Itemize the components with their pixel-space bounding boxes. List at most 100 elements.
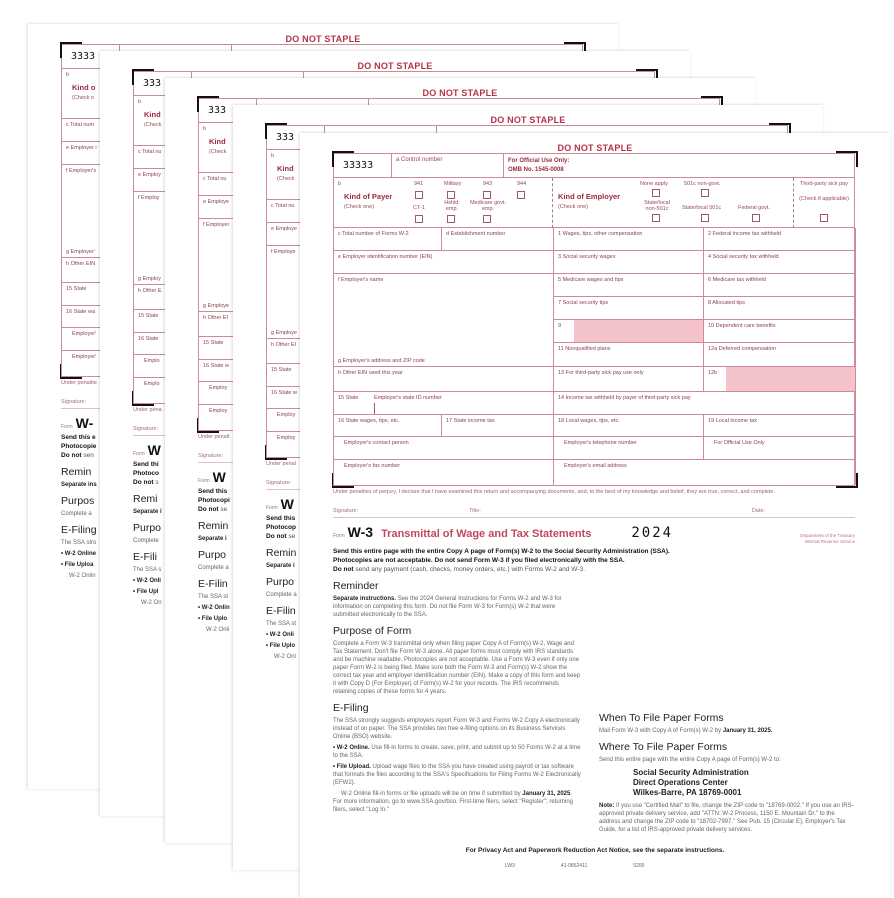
purpose-text: Complete a Form W-3 transmittal only whe…: [333, 641, 581, 695]
efiling-intro: The SSA stro: [61, 540, 97, 546]
where-heading: Where To File Paper Forms: [599, 741, 728, 753]
efiling-intro: The SSA st: [266, 621, 297, 627]
reminder-text: Separate instructions. See the 2024 Gene…: [333, 595, 581, 619]
send-line-3-bold: Do not: [133, 479, 154, 486]
control-number-field[interactable]: a Control number: [392, 154, 504, 177]
purpose-heading: Purpose of Form: [333, 625, 412, 637]
box-f-label: f Employer's: [66, 168, 97, 174]
employer-none-checkbox[interactable]: [652, 189, 660, 197]
payer-ct1-checkbox[interactable]: [415, 215, 423, 223]
box-2[interactable]: 2 Federal income tax withheld: [704, 228, 856, 251]
corner-mark: [265, 123, 287, 139]
payer-941-label: 941: [414, 181, 424, 187]
w2-online-bold: • W-2 Online.: [333, 745, 370, 751]
box-e[interactable]: e Employer identification number (EIN): [334, 251, 554, 274]
contact-person-field[interactable]: Employer's contact person: [334, 437, 554, 460]
address-line: Direct Operations Center: [633, 778, 728, 787]
box-b-label: b: [138, 99, 142, 105]
payer-military-checkbox[interactable]: [447, 191, 455, 199]
send-line-3: se: [218, 506, 228, 513]
reminder-heading: Remin: [198, 520, 229, 532]
box-13[interactable]: 13 For third-party sick pay use only: [554, 367, 704, 392]
box-6[interactable]: 6 Medicare tax withheld: [704, 274, 856, 297]
box-3[interactable]: 3 Social security wages: [554, 251, 704, 274]
efiling-intro: The SSA s: [133, 567, 162, 573]
box-18[interactable]: 18 Local wages, tips, etc.: [554, 415, 704, 437]
payer-medicare-checkbox[interactable]: [483, 215, 491, 223]
employer-state-501c-checkbox[interactable]: [701, 214, 709, 222]
ontime-text: W-2 Onli: [198, 626, 446, 634]
corner-mark: [636, 69, 658, 85]
box-b-label: b: [338, 181, 342, 187]
form-word: Form: [266, 505, 278, 511]
efiling-heading: E-Filin: [266, 605, 296, 617]
fax-field[interactable]: Employer's fax number: [334, 460, 554, 485]
ssa-address: Social Security Administration Direct Op…: [633, 768, 855, 798]
box-f-label: f Employer: [203, 222, 230, 228]
box-c[interactable]: c Total number of Forms W-2: [334, 228, 442, 251]
signature-label: Signature:: [198, 453, 224, 459]
employer-federal-label: Federal govt.: [738, 205, 771, 211]
box-12b-label: 12b: [704, 367, 726, 391]
third-party-checkbox[interactable]: [820, 214, 828, 222]
box-12a[interactable]: 12a Deferred compensation: [704, 343, 856, 367]
reminder-bold: Separate i: [133, 509, 162, 515]
payer-944-checkbox[interactable]: [517, 191, 525, 199]
purpose-text: Complete: [133, 538, 159, 544]
ontime-rest: . For more information, go to www.SSA.go…: [333, 791, 574, 813]
payer-hshld-checkbox[interactable]: [447, 215, 455, 223]
employer-501c-checkbox[interactable]: [701, 189, 709, 197]
instruction-columns: Remin Separate i Purpo Complete a E-Fili…: [198, 514, 720, 658]
file-upload-item: • File Upl: [133, 588, 381, 596]
instruction-columns: Remin Separate ins Purpos Complete a E-F…: [61, 460, 583, 604]
box-g-label: g Employe: [203, 303, 229, 309]
employer-state-non501c-checkbox[interactable]: [652, 214, 660, 222]
email-field[interactable]: Employer's email address: [554, 460, 856, 485]
form-word: Form: [61, 424, 73, 430]
do-not-staple-label: DO NOT STAPLE: [490, 115, 566, 125]
box-10[interactable]: 10 Dependent care benefits: [704, 320, 856, 343]
box-5[interactable]: 5 Medicare wages and tips: [554, 274, 704, 297]
reminder-bold: Separate i: [266, 563, 295, 569]
box-8[interactable]: 8 Allocated tips: [704, 297, 856, 320]
box-7[interactable]: 7 Social security tips: [554, 297, 704, 320]
corner-mark: [836, 151, 858, 167]
check-one-label: (Check one): [558, 204, 588, 210]
box-1[interactable]: 1 Wages, tips, other compensation: [554, 228, 704, 251]
efiling-heading: E-Filing: [61, 524, 97, 536]
form-word: Form: [198, 478, 210, 484]
send-line-2: Photocopies are not acceptable. Do not s…: [333, 557, 625, 564]
omb-number: OMB No. 1545-0008: [508, 167, 564, 173]
box-4[interactable]: 4 Social security tax withheld: [704, 251, 856, 274]
box-f-g[interactable]: f Employer's name g Employer's address a…: [334, 274, 554, 367]
form-code: LW3: [505, 863, 515, 869]
box-11[interactable]: 11 Nonqualified plans: [554, 343, 704, 367]
send-instructions: Send this Photocop Do not se: [266, 514, 788, 541]
reminder-text: Separate i: [198, 535, 446, 543]
payer-943-checkbox[interactable]: [483, 191, 491, 199]
telephone-field[interactable]: Employer's telephone number: [554, 437, 704, 460]
box-16[interactable]: 16 State wages, tips, etc.: [334, 415, 442, 437]
box-14[interactable]: 14 Income tax withheld by payer of third…: [554, 392, 856, 415]
ontime-body: W-2 Online fill-in forms or file uploads…: [341, 791, 521, 797]
payer-941-checkbox[interactable]: [415, 191, 423, 199]
corner-mark: [701, 96, 723, 112]
check-if-label: (Check if applicable): [799, 196, 849, 202]
signature-line[interactable]: Signature: Title: Date:: [333, 496, 855, 518]
box-d[interactable]: d Establishment number: [442, 228, 554, 251]
employer-federal-checkbox[interactable]: [752, 214, 760, 222]
w2-online-bold: • W-2 Onli: [266, 632, 294, 638]
kind-of-payer-label: Kind o: [72, 83, 96, 92]
w2-online-item: • W-2 Onli: [133, 577, 381, 585]
form-codes: LW3 41-0852411 5200: [505, 863, 644, 869]
box-h[interactable]: h Other EIN used this year: [334, 367, 554, 392]
do-not-staple-label: DO NOT STAPLE: [422, 88, 498, 98]
reminder-text: Separate ins: [61, 481, 309, 489]
form-word: Form: [333, 533, 345, 539]
form-header: Form W: [198, 469, 720, 485]
send-line-2: Photocopie: [61, 443, 97, 450]
box-17[interactable]: 17 State income tax: [442, 415, 554, 437]
control-row: 33333 a Control number For Official Use …: [333, 153, 855, 178]
box-15[interactable]: 15 State Employer's state ID number: [334, 392, 554, 415]
box-19[interactable]: 19 Local income tax: [704, 415, 856, 437]
